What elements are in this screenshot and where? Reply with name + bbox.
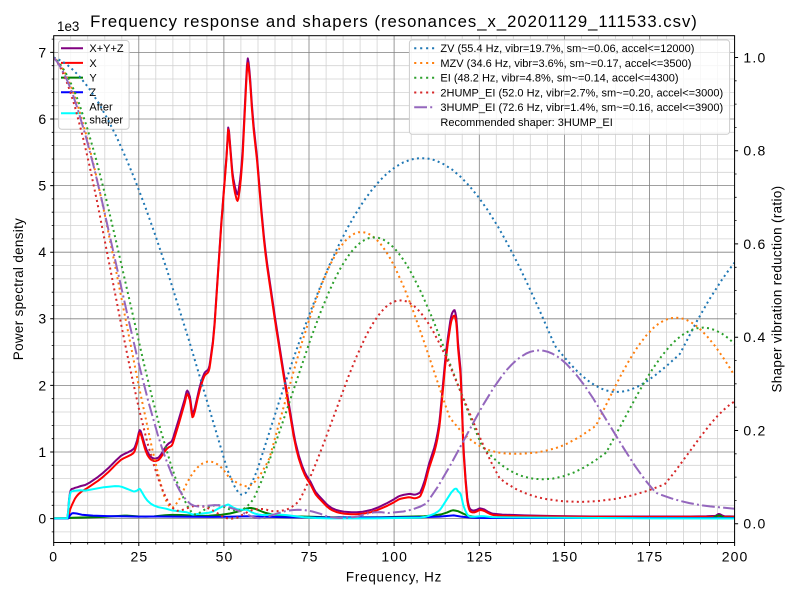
svg-text:25: 25 (131, 549, 149, 565)
svg-text:150: 150 (552, 549, 579, 565)
svg-text:Shaper vibration reduction (ra: Shaper vibration reduction (ratio) (769, 186, 784, 393)
svg-text:3HUMP_EI (72.6 Hz, vibr=1.4%,: 3HUMP_EI (72.6 Hz, vibr=1.4%, sm~=0.16, … (440, 102, 723, 114)
svg-text:0.2: 0.2 (743, 422, 766, 438)
svg-text:2HUMP_EI (52.0 Hz, vibr=2.7%,: 2HUMP_EI (52.0 Hz, vibr=2.7%, sm~=0.20, … (440, 88, 723, 100)
svg-text:Y: Y (89, 73, 97, 85)
svg-text:ZV (55.4 Hz, vibr=19.7%, sm~=0: ZV (55.4 Hz, vibr=19.7%, sm~=0.06, accel… (440, 43, 694, 55)
svg-text:Recommended shaper: 3HUMP_EI: Recommended shaper: 3HUMP_EI (440, 117, 612, 129)
svg-text:4: 4 (38, 244, 46, 260)
svg-text:175: 175 (637, 549, 664, 565)
svg-text:0.6: 0.6 (743, 236, 766, 252)
svg-text:1e3: 1e3 (57, 19, 79, 34)
svg-text:0: 0 (38, 511, 46, 527)
svg-text:X+Y+Z: X+Y+Z (89, 43, 124, 55)
svg-text:125: 125 (466, 549, 493, 565)
svg-text:shaper: shaper (89, 115, 123, 127)
svg-text:0.4: 0.4 (743, 329, 766, 345)
svg-text:MZV (34.6 Hz, vibr=3.6%, sm~=0: MZV (34.6 Hz, vibr=3.6%, sm~=0.17, accel… (440, 58, 691, 70)
svg-text:Frequency, Hz: Frequency, Hz (346, 570, 442, 585)
svg-text:50: 50 (216, 549, 234, 565)
svg-text:5: 5 (38, 178, 46, 194)
svg-text:3: 3 (38, 311, 46, 327)
svg-text:X: X (89, 58, 97, 70)
svg-text:6: 6 (38, 111, 46, 127)
svg-text:EI (48.2 Hz, vibr=4.8%, sm~=0.: EI (48.2 Hz, vibr=4.8%, sm~=0.14, accel<… (440, 73, 678, 85)
svg-text:0.0: 0.0 (743, 516, 766, 532)
svg-text:0.8: 0.8 (743, 143, 766, 159)
svg-text:75: 75 (301, 549, 319, 565)
svg-text:0: 0 (49, 549, 58, 565)
svg-text:100: 100 (381, 549, 408, 565)
svg-text:Power spectral density: Power spectral density (11, 218, 26, 360)
svg-text:1: 1 (38, 444, 46, 460)
svg-text:Frequency response and shapers: Frequency response and shapers (resonanc… (90, 12, 698, 31)
svg-text:200: 200 (722, 549, 749, 565)
svg-text:1.0: 1.0 (743, 49, 766, 65)
svg-text:7: 7 (38, 44, 46, 60)
svg-text:2: 2 (38, 377, 46, 393)
